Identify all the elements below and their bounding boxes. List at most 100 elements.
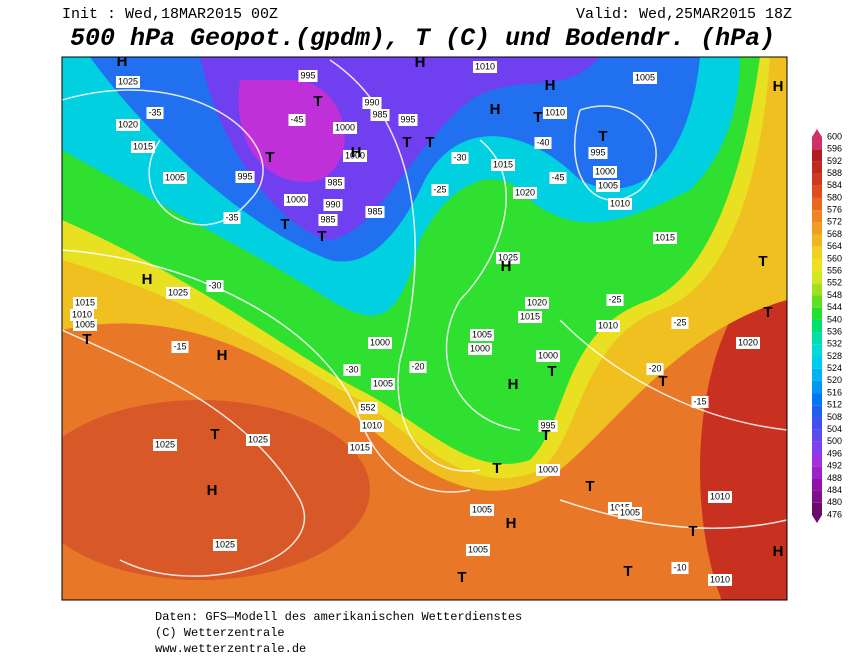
isobar-label: 1000 — [595, 166, 615, 176]
legend-swatch — [812, 137, 822, 150]
isobar-label: -25 — [433, 184, 446, 194]
pressure-center: H — [773, 78, 784, 95]
legend-label: 516 — [827, 387, 842, 397]
pressure-center: T — [758, 253, 767, 270]
label-box — [323, 199, 343, 211]
isobar-label: 1005 — [468, 544, 488, 554]
legend-swatch — [812, 319, 822, 333]
label-box — [212, 539, 238, 551]
isobar-label: 1015 — [350, 442, 370, 452]
isobar-label: 1010 — [610, 198, 630, 208]
label-box — [318, 214, 338, 226]
isobar-label: -15 — [693, 396, 706, 406]
label-box — [146, 107, 164, 119]
isobar-label: 1010 — [475, 61, 495, 71]
legend-label: 544 — [827, 302, 842, 312]
legend-label: 508 — [827, 412, 842, 422]
isobar-label: 1000 — [538, 350, 558, 360]
label-box — [469, 329, 495, 341]
label-box — [347, 442, 373, 454]
label-box — [235, 171, 255, 183]
pressure-center: T — [280, 216, 289, 233]
legend-label: 540 — [827, 314, 842, 324]
isobar-label: -40 — [536, 137, 549, 147]
legend-swatch — [812, 356, 822, 369]
legend-swatch — [812, 368, 822, 381]
map-title: 500 hPa Geopot.(gpdm), T (C) und Bodendr… — [70, 24, 775, 53]
label-box — [72, 297, 98, 309]
isobar-label: -35 — [148, 107, 161, 117]
label-box — [332, 122, 358, 134]
legend-label: 532 — [827, 339, 842, 349]
label-box — [298, 70, 318, 82]
legend-swatch — [812, 307, 822, 320]
legend-label: 524 — [827, 363, 842, 373]
isobar-label: 1005 — [75, 319, 95, 329]
legend-swatch — [812, 258, 822, 272]
legend-label: 588 — [827, 168, 842, 178]
label-box — [465, 544, 491, 556]
label-box — [542, 107, 568, 119]
label-box — [517, 311, 543, 323]
pressure-center: H — [490, 101, 501, 118]
legend-swatch — [812, 222, 822, 235]
legend-label: 556 — [827, 266, 842, 276]
label-box — [588, 147, 608, 159]
isobar-label: 1015 — [520, 311, 540, 321]
legend-swatch — [812, 283, 822, 296]
isobar-label: 1025 — [248, 434, 268, 444]
legend-label: 480 — [827, 497, 842, 507]
label-box — [206, 280, 224, 292]
pressure-center: T — [402, 134, 411, 151]
legend-swatch — [812, 197, 822, 211]
legend-swatch — [812, 490, 822, 503]
legend-swatch — [812, 502, 822, 515]
isobar-label: 1025 — [168, 287, 188, 297]
label-box — [130, 141, 156, 153]
label-box — [549, 172, 567, 184]
legend-label: 504 — [827, 424, 842, 434]
pressure-center: T — [210, 426, 219, 443]
legend-label: 536 — [827, 326, 842, 336]
legend-label: 572 — [827, 217, 842, 227]
isobar-label: 995 — [400, 114, 415, 124]
label-box — [367, 337, 393, 349]
label-box — [451, 152, 469, 164]
isobar-label: 1010 — [362, 420, 382, 430]
legend-swatch — [812, 393, 822, 406]
legend-swatch — [812, 478, 822, 491]
pressure-center: T — [623, 563, 632, 580]
legend-label: 528 — [827, 351, 842, 361]
legend-label: 584 — [827, 180, 842, 190]
isobar-label: 995 — [540, 420, 555, 430]
footer-copyright: (C) Wetterzentrale — [155, 626, 285, 640]
label-box — [534, 137, 552, 149]
isobar-label: -30 — [208, 280, 221, 290]
legend-label: 592 — [827, 156, 842, 166]
pressure-center: T — [688, 523, 697, 540]
isobar-label: 1005 — [635, 72, 655, 82]
pressure-center: H — [415, 54, 426, 71]
legend-swatch — [812, 344, 822, 357]
isobar-label: 1010 — [710, 491, 730, 501]
legend-label: 596 — [827, 144, 842, 154]
label-box — [358, 402, 378, 414]
label-box — [365, 206, 385, 218]
label-box — [512, 187, 538, 199]
isobar-label: 1015 — [493, 159, 513, 169]
label-box — [495, 252, 521, 264]
label-box — [535, 464, 561, 476]
legend-label: 564 — [827, 241, 842, 251]
label-box — [171, 341, 189, 353]
legend-label: 548 — [827, 290, 842, 300]
legend-swatch — [812, 234, 822, 247]
legend-swatch — [812, 380, 822, 394]
isobar-label: 552 — [360, 402, 375, 412]
label-box — [671, 317, 689, 329]
pressure-center: T — [425, 134, 434, 151]
isobar-label: 985 — [372, 109, 387, 119]
label-box — [283, 194, 309, 206]
isobar-label: 1005 — [165, 172, 185, 182]
isobar-label: 990 — [325, 199, 340, 209]
